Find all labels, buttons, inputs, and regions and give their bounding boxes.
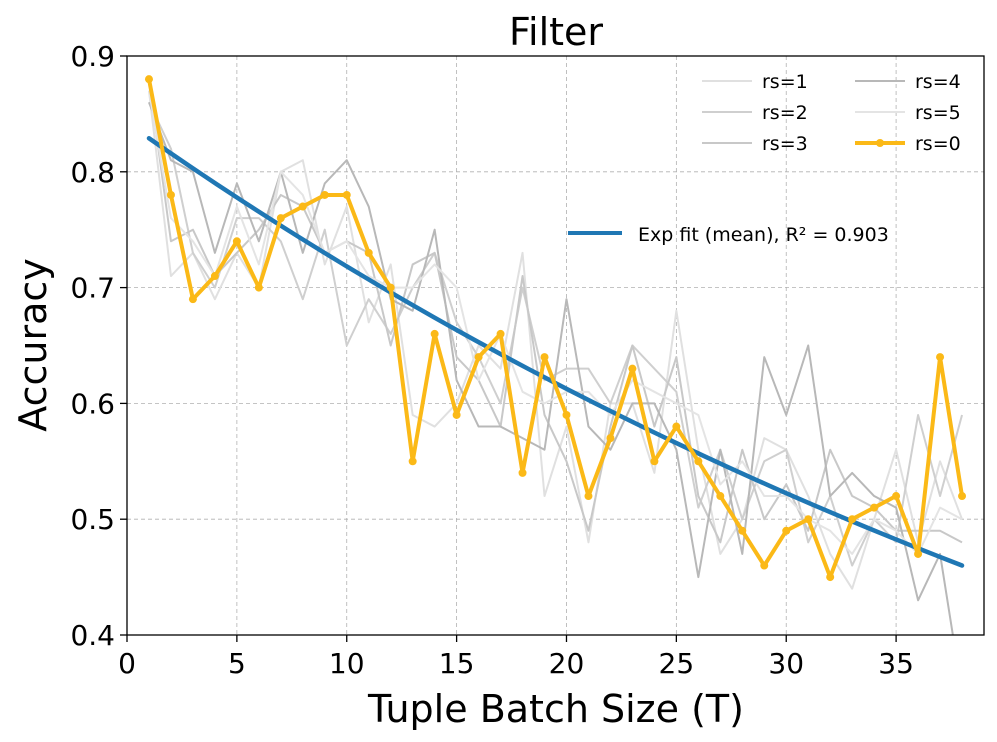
series-point-rs0 xyxy=(782,526,791,535)
x-tick-label: 35 xyxy=(878,647,914,680)
series-point-rs0 xyxy=(210,272,219,281)
series-point-rs0 xyxy=(408,457,417,466)
series-point-rs0 xyxy=(276,214,285,223)
series-point-rs0 xyxy=(848,515,857,524)
series-point-rs0 xyxy=(232,237,241,246)
series-point-rs0 xyxy=(144,75,153,84)
x-tick-label: 30 xyxy=(768,647,804,680)
series-point-rs0 xyxy=(430,329,439,338)
series-point-rs0 xyxy=(254,283,263,292)
series-point-rs0 xyxy=(804,515,813,524)
plot-frame xyxy=(126,55,985,636)
series-point-rs0 xyxy=(826,573,835,582)
series-point-rs0 xyxy=(672,422,681,431)
x-tick-label: 25 xyxy=(659,647,695,680)
legend-label-rs3: rs=3 xyxy=(762,133,808,155)
series-group xyxy=(147,79,963,635)
series-line-rs0 xyxy=(147,78,965,580)
legend-label-rs1: rs=1 xyxy=(762,71,808,93)
series-point-rs0 xyxy=(606,434,615,443)
series-point-rs0 xyxy=(870,503,879,512)
y-tick-label: 0.9 xyxy=(70,40,115,73)
x-axis: 0 5 10 15 20 25 30 35 xyxy=(118,635,914,680)
series-point-rs0 xyxy=(496,329,505,338)
series-point-rs0 xyxy=(188,295,197,304)
series-point-rs0 xyxy=(320,190,329,199)
x-tick-label: 10 xyxy=(329,647,365,680)
legend-label-rs2: rs=2 xyxy=(762,102,808,124)
y-tick-label: 0.6 xyxy=(70,387,115,420)
series-point-rs0 xyxy=(958,492,967,501)
chart-title: Filter xyxy=(509,10,603,54)
series-point-rs0 xyxy=(474,353,483,362)
legend-label-fit: Exp fit (mean), R² = 0.903 xyxy=(638,224,889,246)
series-point-rs0 xyxy=(386,283,395,292)
series-point-rs0 xyxy=(364,248,373,257)
series-point-rs0 xyxy=(518,468,527,477)
series-point-rs0 xyxy=(716,492,725,501)
x-tick-label: 5 xyxy=(228,647,246,680)
x-tick-label: 20 xyxy=(549,647,585,680)
legend-label-rs5: rs=5 xyxy=(915,102,961,124)
series-line-rs5 xyxy=(147,90,963,555)
y-tick-label: 0.7 xyxy=(70,272,115,305)
x-axis-title: Tuple Batch Size (T) xyxy=(367,687,744,731)
y-tick-label: 0.8 xyxy=(70,156,115,189)
x-tick-label: 0 xyxy=(118,647,136,680)
series-line-rs3 xyxy=(147,79,963,544)
y-axis-title: Accuracy xyxy=(11,258,55,432)
series-line-rs4 xyxy=(148,101,954,635)
legend-label-rs4: rs=4 xyxy=(915,71,961,93)
legend-label-rs0: rs=0 xyxy=(915,133,961,155)
legend-marker-rs0 xyxy=(876,139,884,147)
series-point-rs0 xyxy=(452,410,461,419)
series-point-rs0 xyxy=(628,364,637,373)
series-point-rs0 xyxy=(936,353,945,362)
series-point-rs0 xyxy=(584,492,593,501)
y-tick-label: 0.4 xyxy=(70,619,115,652)
x-tick-label: 15 xyxy=(439,647,475,680)
series-point-rs0 xyxy=(540,353,549,362)
series-point-rs0 xyxy=(166,190,175,199)
series-point-rs0 xyxy=(760,561,769,570)
series-point-rs0 xyxy=(694,457,703,466)
series-point-rs0 xyxy=(342,190,351,199)
series-line-rs1 xyxy=(147,90,963,590)
legend: rs=1 rs=2 rs=3 rs=4 rs=5 rs=0 Exp fit (m… xyxy=(568,71,961,246)
marker-group xyxy=(144,75,967,582)
y-tick-label: 0.5 xyxy=(70,503,115,536)
series-point-rs0 xyxy=(892,492,901,501)
series-point-rs0 xyxy=(738,526,747,535)
series-point-rs0 xyxy=(298,202,307,211)
series-point-rs0 xyxy=(562,410,571,419)
y-axis: 0.4 0.5 0.6 0.7 0.8 0.9 xyxy=(70,40,127,652)
series-point-rs0 xyxy=(914,549,923,558)
series-point-rs0 xyxy=(650,457,659,466)
